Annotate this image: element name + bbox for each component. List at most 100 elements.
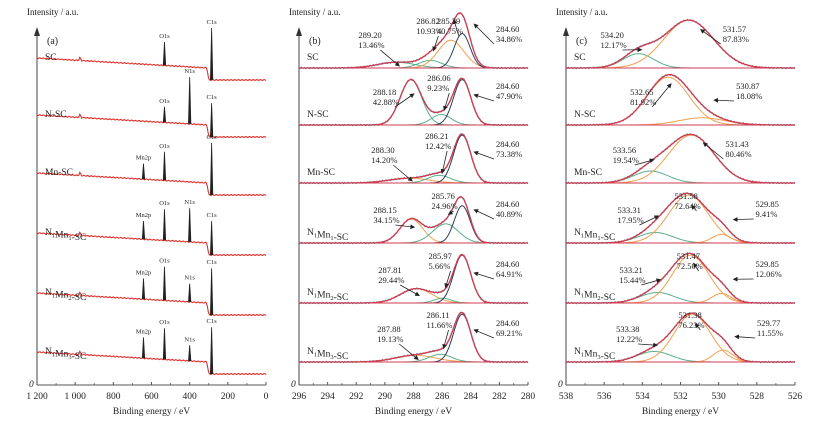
peak-position-label: 531.43 xyxy=(725,139,748,149)
sample-label-part: N xyxy=(45,347,52,357)
sample-label-subscript: 1 xyxy=(581,233,584,240)
peak-percent-label: 81.92% xyxy=(630,97,656,107)
sample-trace-group: Mn-SC xyxy=(36,142,267,197)
peak-label: Mn2p xyxy=(136,212,152,219)
peak-percent-label: 10.93% xyxy=(416,26,442,36)
peak-label: Mn2p xyxy=(136,328,152,335)
envelope-line xyxy=(299,133,528,184)
sample-label-part: N xyxy=(574,228,581,238)
sample-label-part: Mn-SC xyxy=(307,168,335,178)
annotation-arrow xyxy=(473,151,495,160)
peak-position-label: 286.06 xyxy=(427,73,450,83)
sample-label-subscript: 3 xyxy=(68,354,71,361)
peak-position-label: 284.60 xyxy=(496,259,519,269)
peak-percent-label: 40.89% xyxy=(496,209,522,219)
sample-trace-group: N-SC xyxy=(298,77,529,127)
x-tick-label: 296 xyxy=(292,392,307,402)
peak-position-label: 284.60 xyxy=(496,81,519,91)
x-tick-label: 526 xyxy=(788,392,803,402)
peak-position-label: 533.56 xyxy=(613,145,636,155)
annotation-arrow xyxy=(651,83,672,108)
peak-position-label: 288.30 xyxy=(371,145,394,155)
sample-label-subscript: 2 xyxy=(597,295,600,302)
sample-label: N1Mn3-SC xyxy=(307,347,348,362)
sample-label-part: -SC xyxy=(601,293,616,303)
sample-label-part: Mn xyxy=(584,231,597,241)
sample-label-part: N-SC xyxy=(574,110,596,120)
annotation-arrow xyxy=(442,329,449,350)
sample-label: N1Mn2-SC xyxy=(307,288,348,303)
peak-percent-label: 11.55% xyxy=(757,328,783,338)
annotation-arrow xyxy=(638,342,658,348)
y-axis-label: Intensity / a.u. xyxy=(27,7,79,17)
sample-label-part: -SC xyxy=(72,352,87,362)
peak-percent-label: 72.50% xyxy=(677,261,703,271)
survey-peak xyxy=(188,77,192,124)
sample-label-subscript: 3 xyxy=(597,354,600,361)
x-axis-label: Binding energy / eV xyxy=(113,407,190,417)
peak-position-label: 529.85 xyxy=(756,259,779,269)
peak-percent-label: 29.44% xyxy=(378,275,404,285)
annotation-arrow xyxy=(447,210,454,215)
sample-trace-group: N1Mn3-SC xyxy=(298,311,529,364)
fit-component-line xyxy=(566,76,795,126)
sample-trace-group: N1Mn1-SC xyxy=(36,208,267,257)
envelope-line xyxy=(299,311,528,363)
peak-label: O1s xyxy=(159,200,170,207)
x-tick-label: 536 xyxy=(597,392,612,402)
peak-position-label: 288.15 xyxy=(373,205,396,215)
annotation-arrow xyxy=(641,278,662,286)
envelope-line xyxy=(566,312,795,363)
survey-spectrum-line xyxy=(36,113,267,139)
panel-label: (c) xyxy=(576,36,587,47)
envelope-line xyxy=(566,133,795,184)
raw-data-line xyxy=(298,11,529,70)
sample-label-part: Mn xyxy=(584,291,597,301)
sample-trace-group: N1Mn2-SC xyxy=(298,253,529,305)
survey-spectrum-line xyxy=(36,291,267,317)
peak-label: C1s xyxy=(207,318,218,325)
peak-label: O1s xyxy=(159,98,170,105)
sample-label-subscript: 1 xyxy=(314,293,317,300)
sample-label-part: N-SC xyxy=(45,110,67,120)
sample-label-part: Mn xyxy=(317,231,330,241)
x-tick-label: 288 xyxy=(406,392,421,402)
annotation-arrow xyxy=(713,97,735,103)
peak-percent-label: 12.22% xyxy=(616,334,642,344)
survey-peak xyxy=(141,163,146,180)
sample-label: N1Mn3-SC xyxy=(574,347,615,362)
sample-label-part: -SC xyxy=(601,233,616,243)
sample-label-part: N xyxy=(574,288,581,298)
panel-label: (a) xyxy=(47,36,58,47)
sample-label-part: N xyxy=(307,228,314,238)
envelope-line xyxy=(566,19,795,69)
survey-spectrum-line xyxy=(36,56,267,82)
fit-component-line xyxy=(299,79,528,126)
sample-label-subscript: 1 xyxy=(52,233,55,240)
annotation-arrow xyxy=(694,323,701,331)
survey-peak xyxy=(210,27,214,81)
peak-label: O1s xyxy=(159,258,170,265)
peak-label: O1s xyxy=(159,143,170,150)
sample-label: N1Mn3-SC xyxy=(45,347,86,362)
peak-percent-label: 14.20% xyxy=(371,155,397,165)
sample-label-subscript: 1 xyxy=(52,352,55,359)
origin-label: 0 xyxy=(558,380,563,390)
sample-label: N1Mn1-SC xyxy=(574,228,615,243)
annotation-arrow xyxy=(443,92,450,111)
envelope-line xyxy=(299,196,528,244)
peak-position-label: 284.60 xyxy=(496,24,519,34)
sample-label-subscript: 1 xyxy=(330,235,333,242)
peak-position-label: 533.21 xyxy=(619,265,642,275)
peak-percent-label: 17.95% xyxy=(618,215,644,225)
annotation-arrow xyxy=(432,35,439,52)
annotation-arrow xyxy=(473,93,495,102)
peak-label: O1s xyxy=(159,33,170,40)
peak-position-label: 284.60 xyxy=(496,318,519,328)
sample-trace-group: Mn-SC xyxy=(298,133,529,185)
peak-percent-label: 13.46% xyxy=(358,40,384,50)
annotation-arrow xyxy=(473,329,495,339)
x-tick-label: 290 xyxy=(378,392,393,402)
